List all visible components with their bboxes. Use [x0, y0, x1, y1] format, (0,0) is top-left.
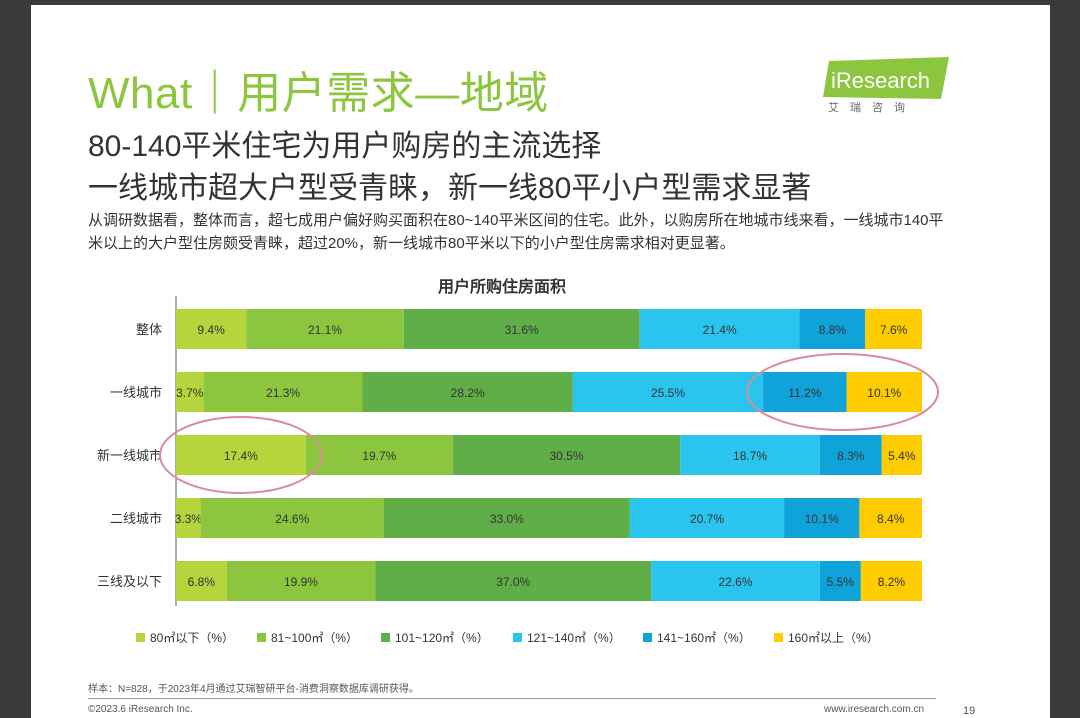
category-label: 整体 — [136, 322, 162, 337]
bar-segment — [763, 372, 847, 412]
description: 从调研数据看，整体而言，超七成用户偏好购买面积在80~140平米区间的住宅。此外… — [88, 212, 944, 252]
bar-segment — [203, 372, 363, 412]
bar-segment — [651, 561, 820, 601]
bar-segment — [176, 561, 227, 601]
data-label: 8.2% — [878, 575, 906, 589]
data-label: 25.5% — [651, 386, 685, 400]
subtitle-line-1: 80-140平米住宅为用户购房的主流选择 — [88, 130, 602, 163]
bar-segment — [176, 435, 306, 475]
legend-label: 160㎡以上（%） — [788, 631, 879, 645]
bar-segment — [859, 498, 922, 538]
data-label: 22.6% — [718, 575, 752, 589]
data-label: 3.3% — [175, 512, 203, 526]
data-label: 19.9% — [284, 575, 318, 589]
highlight-ellipse — [746, 353, 940, 431]
copyright: ©2023.6 iResearch Inc. — [88, 704, 193, 715]
data-label: 3.7% — [176, 386, 204, 400]
iresearch-logo: iResearch — [823, 57, 949, 99]
data-label: 24.6% — [275, 512, 309, 526]
bar-segment — [819, 435, 882, 475]
bar-segment — [881, 435, 922, 475]
bar-segment — [860, 561, 922, 601]
bar-segment — [572, 372, 764, 412]
bar-segment — [403, 309, 640, 349]
bar-segment — [865, 309, 922, 349]
legend-swatch — [513, 633, 522, 642]
bar-segment — [246, 309, 404, 349]
legend-swatch — [774, 633, 783, 642]
legend-label: 141~160㎡（%） — [657, 631, 751, 645]
page-title: What｜用户需求—地域 — [88, 69, 549, 118]
data-label: 30.5% — [550, 449, 584, 463]
data-label: 8.3% — [837, 449, 865, 463]
data-label: 21.4% — [703, 323, 737, 337]
bar-segment — [176, 372, 204, 412]
highlight-ellipse — [159, 416, 323, 494]
legend-swatch — [136, 633, 145, 642]
legend-label: 121~140㎡（%） — [527, 631, 621, 645]
bar-segment — [819, 561, 861, 601]
category-label: 一线城市 — [110, 385, 162, 400]
data-label: 28.2% — [451, 386, 485, 400]
data-label: 7.6% — [880, 323, 908, 337]
legend-label: 80㎡以下（%） — [150, 631, 234, 645]
bar-segment — [375, 561, 652, 601]
data-label: 37.0% — [496, 575, 530, 589]
legend-swatch — [257, 633, 266, 642]
data-label: 10.1% — [805, 512, 839, 526]
bar-segment — [200, 498, 384, 538]
logo-brand-text: iResearch — [831, 68, 930, 93]
bar-segment — [680, 435, 820, 475]
category-label: 三线及以下 — [97, 574, 162, 589]
source-note: 样本：N=828，于2023年4月通过艾瑞智研平台-消费洞察数据库调研获得。 — [88, 684, 419, 695]
page-number: 19 — [963, 705, 976, 717]
bar-segment — [799, 309, 866, 349]
data-label: 19.7% — [362, 449, 396, 463]
data-label: 11.2% — [788, 386, 821, 400]
bar-segment — [629, 498, 785, 538]
data-label: 8.8% — [819, 323, 847, 337]
category-label: 二线城市 — [110, 511, 162, 526]
bar-segment — [176, 309, 247, 349]
data-label: 20.7% — [690, 512, 724, 526]
bar-segment — [226, 561, 376, 601]
data-label: 5.4% — [888, 449, 916, 463]
data-label: 8.4% — [877, 512, 905, 526]
legend-swatch — [381, 633, 390, 642]
data-label: 21.1% — [308, 323, 342, 337]
bar-segment — [362, 372, 573, 412]
bar-segment — [305, 435, 453, 475]
data-label: 18.7% — [733, 449, 767, 463]
subtitle-line-2: 一线城市超大户型受青睐，新一线80平小户型需求显著 — [88, 172, 812, 205]
site-url: www.iresearch.com.cn — [824, 704, 925, 715]
legend-label: 81~100㎡（%） — [271, 631, 358, 645]
data-label: 21.3% — [266, 386, 300, 400]
data-label: 33.0% — [490, 512, 524, 526]
bar-segment — [784, 498, 860, 538]
data-label: 31.6% — [505, 323, 539, 337]
category-label: 新一线城市 — [97, 448, 162, 463]
data-label: 6.8% — [188, 575, 216, 589]
legend-swatch — [643, 633, 652, 642]
data-label: 9.4% — [197, 323, 225, 337]
bar-segment — [639, 309, 800, 349]
logo-subtext: 艾瑞咨询 — [828, 102, 916, 114]
bar-segment — [846, 372, 922, 412]
data-label: 5.5% — [827, 575, 855, 589]
chart-title: 用户所购住房面积 — [438, 279, 567, 296]
bar-segment — [452, 435, 681, 475]
data-label: 10.1% — [867, 386, 901, 400]
data-label: 17.4% — [224, 449, 258, 463]
bar-segment — [383, 498, 630, 538]
footer-divider — [88, 698, 936, 699]
bar-segment — [176, 498, 201, 538]
legend-label: 101~120㎡（%） — [395, 631, 489, 645]
